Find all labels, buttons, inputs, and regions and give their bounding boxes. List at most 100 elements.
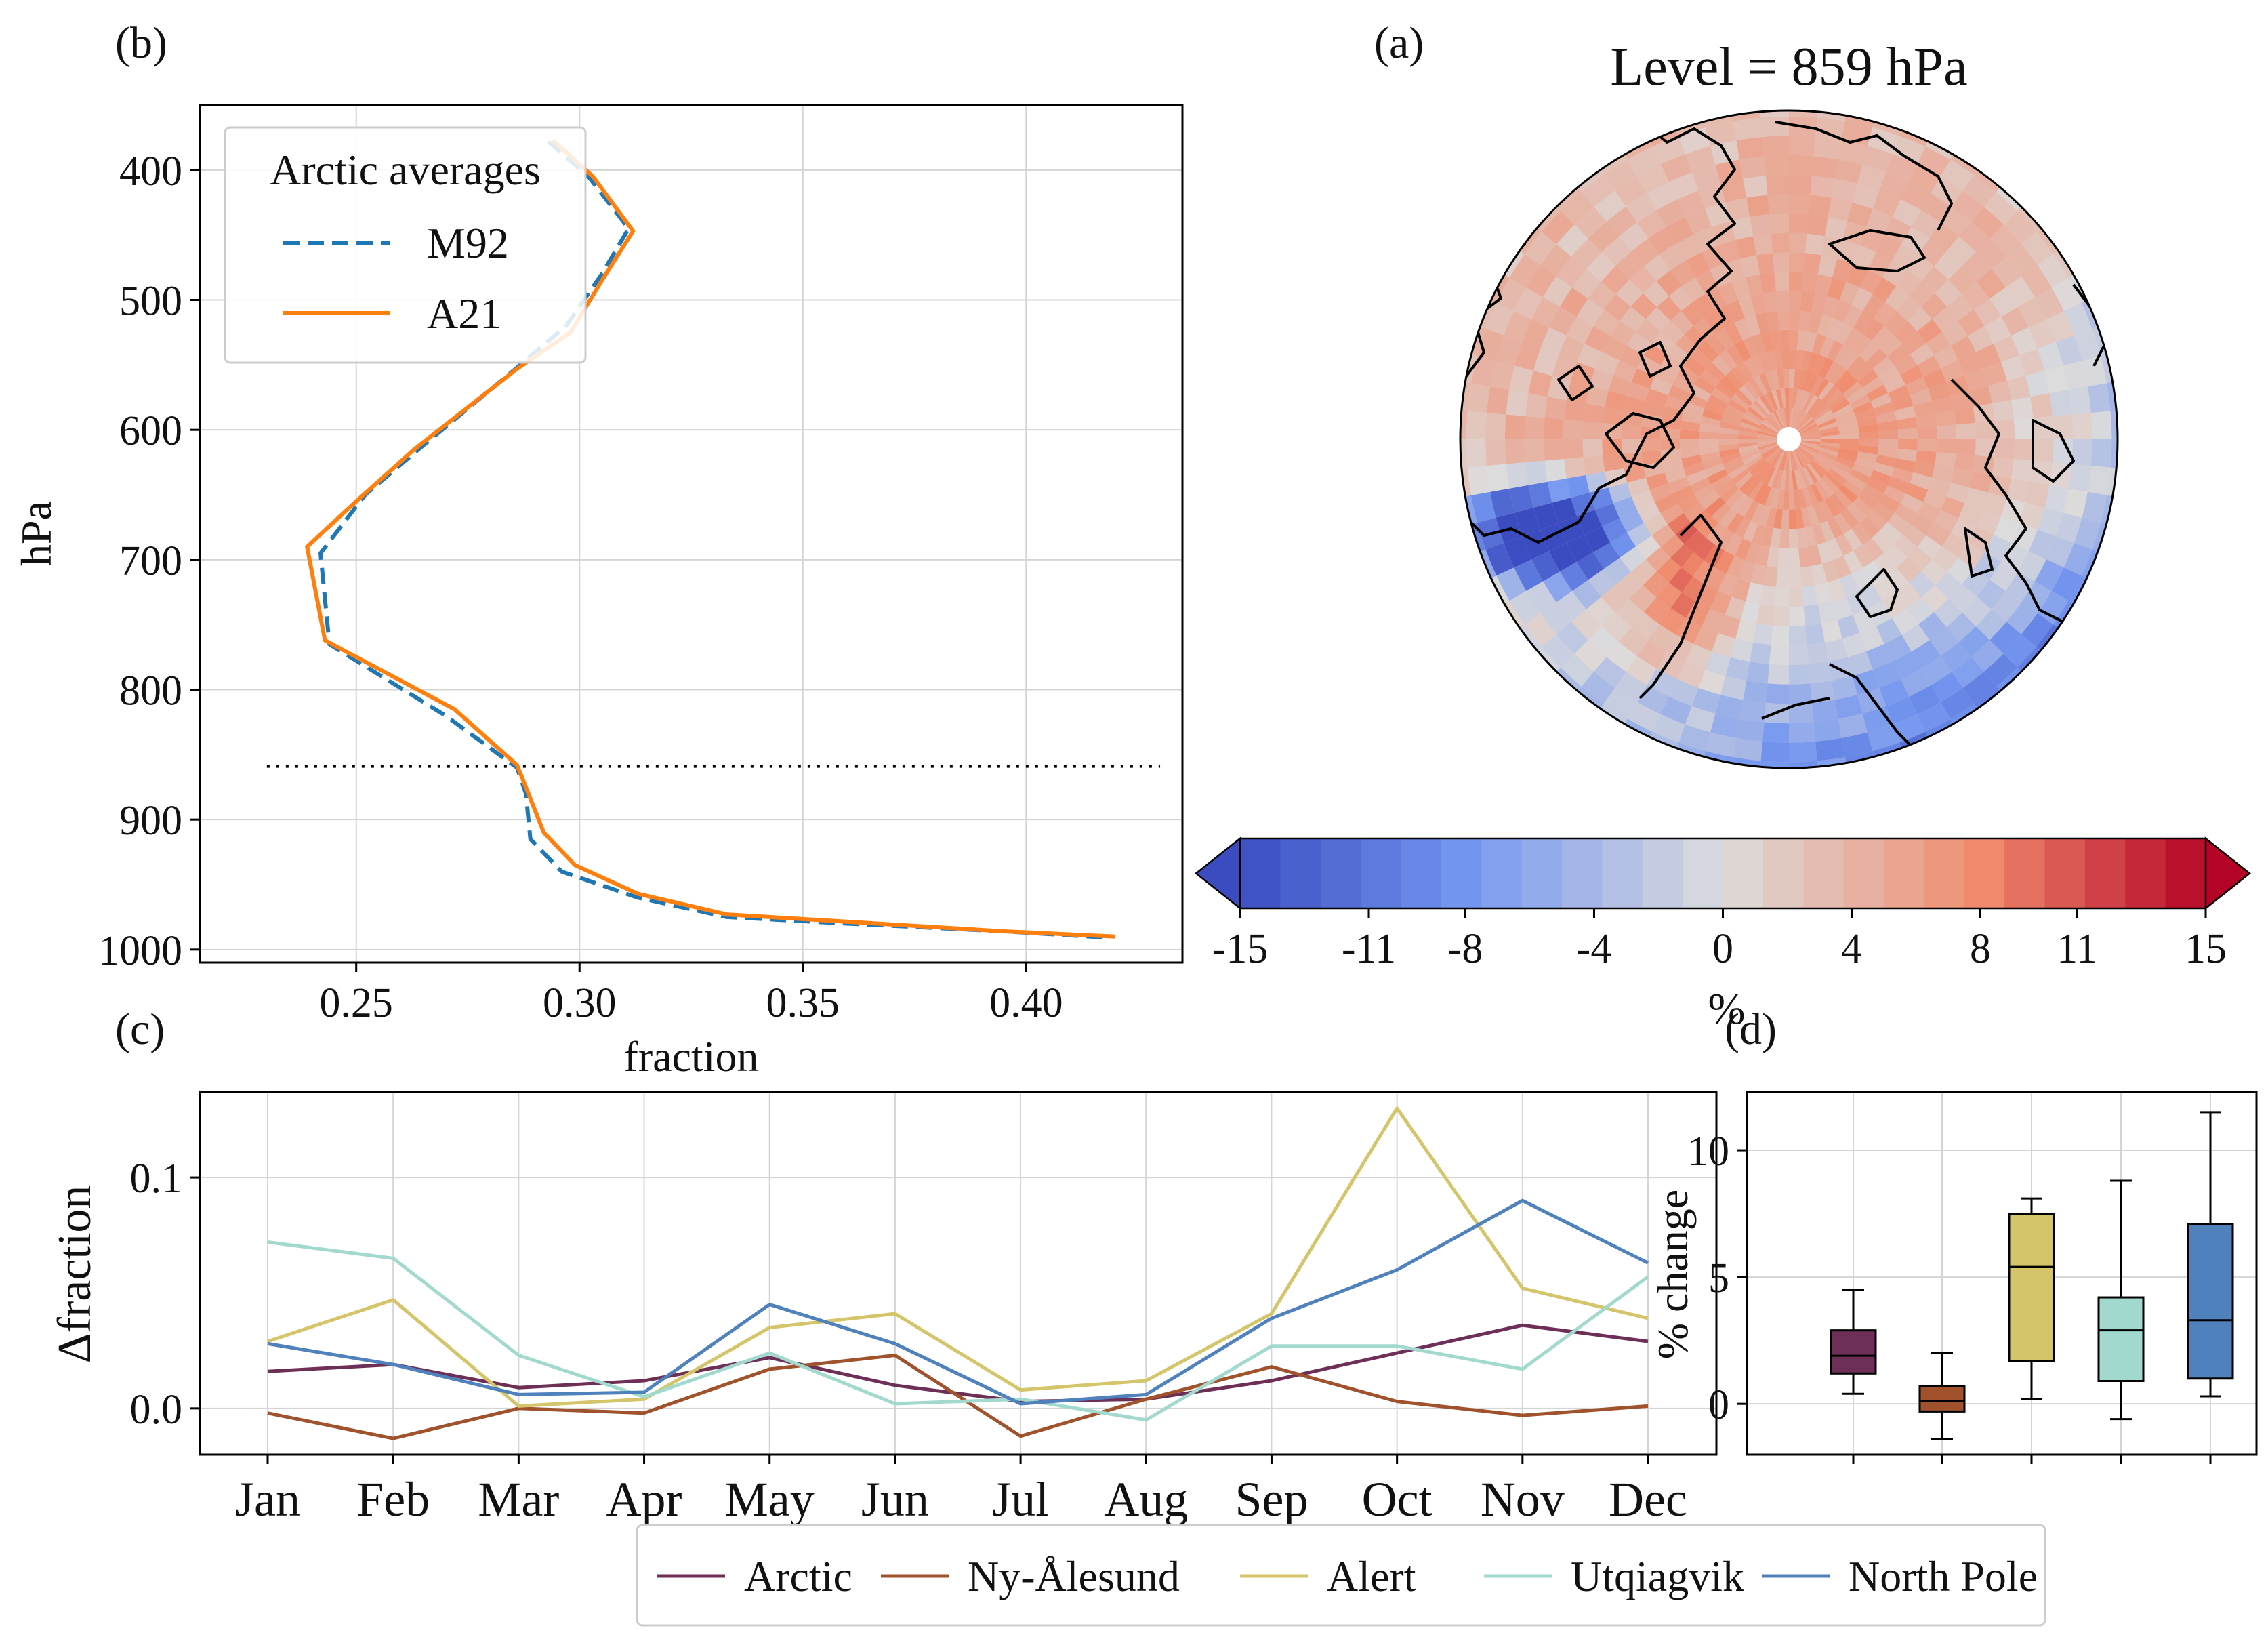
colorbar-segment <box>1361 838 1402 908</box>
heatmap-cell <box>1738 296 1756 319</box>
heatmap-cell <box>1645 388 1668 406</box>
heatmap-cell <box>1803 604 1821 626</box>
heatmap-cell <box>1690 509 1712 531</box>
heatmap-cell <box>1705 732 1737 758</box>
heatmap-cell <box>1627 523 1652 547</box>
chart-d-ytick-label: 0 <box>1708 1382 1729 1428</box>
heatmap-cell <box>1893 534 1918 558</box>
heatmap-cell <box>1652 136 1685 165</box>
heatmap-cell <box>1681 277 1706 302</box>
heatmap-cell <box>2011 327 2038 356</box>
heatmap-cell <box>1835 533 1853 556</box>
heatmap-cell <box>1911 640 1941 669</box>
heatmap-cell <box>1563 439 1584 459</box>
colorbar-segment <box>2125 838 2166 908</box>
heatmap-cell <box>1770 527 1781 548</box>
heatmap-cell <box>1962 251 1992 282</box>
heatmap-cell <box>1878 365 1901 385</box>
heatmap-cell <box>1853 544 1874 568</box>
heatmap-cell <box>1857 451 1878 463</box>
heatmap-cell <box>1842 221 1866 245</box>
heatmap-cell <box>1731 277 1751 300</box>
heatmap-cell <box>1543 276 1573 307</box>
heatmap-cell <box>1620 346 1644 369</box>
heatmap-cell <box>1762 446 1780 460</box>
heatmap-cell <box>1753 233 1773 256</box>
heatmap-cell <box>1651 524 1676 547</box>
heatmap-cell <box>1800 443 1819 453</box>
heatmap-cell <box>1739 385 1756 403</box>
heatmap-cell <box>1857 491 1879 510</box>
heatmap-cell <box>1813 354 1827 376</box>
heatmap-cell <box>1549 542 1577 572</box>
heatmap-cell <box>1916 413 1937 428</box>
chart-c-xtick-label: Mar <box>478 1472 559 1526</box>
chart-c-xtick-label: Jan <box>235 1472 300 1526</box>
heatmap-cell <box>1739 447 1760 457</box>
heatmap-cell <box>1956 423 1976 439</box>
heatmap-cell <box>1789 548 1800 568</box>
heatmap-cell <box>1715 479 1735 498</box>
heatmap-cell <box>1973 298 2002 327</box>
heatmap-cell <box>1656 582 1682 609</box>
chart-c-ytick-label: 0.1 <box>130 1156 183 1202</box>
heatmap-cell <box>2030 393 2053 418</box>
heatmap-cell <box>1763 466 1776 486</box>
heatmap-cell <box>1789 252 1805 272</box>
heatmap-cell <box>1934 251 1962 280</box>
heatmap-cell <box>1531 551 1560 582</box>
chart-c-ticks: Jan Feb Mar Apr May Jun Jul Aug Sep Oct Nov Dec 0.0 0… <box>130 1156 1687 1526</box>
heatmap-cell <box>1894 503 1918 525</box>
heatmap-cell <box>1652 714 1685 743</box>
heatmap-cell <box>1509 590 1541 625</box>
heatmap-cell <box>1621 424 1642 439</box>
chart-d-box-body <box>1918 1385 1966 1413</box>
heatmap-cell <box>1859 516 1880 538</box>
heatmap-cell <box>1819 426 1840 434</box>
heatmap-cell <box>1907 307 1933 332</box>
heatmap-cell <box>1509 254 1541 288</box>
heatmap-cell <box>1584 326 1611 352</box>
heatmap-cell <box>1771 468 1781 489</box>
chart-d-box <box>1830 1289 1877 1395</box>
heatmap-cell <box>1798 421 1817 433</box>
heatmap-cell <box>1876 617 1902 644</box>
heatmap-cell <box>1799 423 1818 434</box>
heatmap-cell <box>1563 420 1584 439</box>
heatmap-cell <box>1894 405 1916 420</box>
colorbar-segment <box>1642 838 1683 908</box>
heatmap-cell <box>1723 409 1743 422</box>
heatmap-cell <box>1879 172 1910 200</box>
heatmap-cell <box>1911 209 1941 239</box>
heatmap-cell <box>1935 452 1956 468</box>
heatmap-cell <box>1683 502 1706 523</box>
colorbar-tick-label: -15 <box>1212 926 1269 972</box>
heatmap-cell <box>1668 567 1693 592</box>
heatmap-cell <box>1798 310 1811 332</box>
heatmap-cell <box>1566 474 1590 498</box>
heatmap-cell <box>1702 408 1723 422</box>
heatmap-cell <box>1773 410 1784 429</box>
chart-d-box <box>1918 1352 1966 1441</box>
chart-a: Level = 859 hPa -15 -11 -8 -4 0 4 8 11 15 % <box>1194 37 2252 1034</box>
coastline <box>1638 514 1723 700</box>
heatmap-cell <box>1796 330 1808 351</box>
colorbar-segment <box>2044 838 2086 908</box>
heatmap-cell <box>1789 761 1819 768</box>
heatmap-cell <box>1746 662 1769 684</box>
heatmap-cell <box>1818 357 1834 378</box>
heatmap-cell <box>1791 408 1798 428</box>
heatmap-cell <box>1677 493 1699 513</box>
heatmap-cell <box>1843 529 1863 551</box>
heatmap-cell <box>1797 468 1807 489</box>
heatmap-cell <box>1862 484 1884 502</box>
heatmap-cell <box>1799 444 1818 455</box>
chart-b-xtick-label: 0.25 <box>319 980 393 1026</box>
heatmap-cell <box>1993 336 2019 363</box>
heatmap-cell <box>1781 509 1789 529</box>
heatmap-cell <box>1647 182 1677 210</box>
heatmap-cell <box>1720 376 1739 394</box>
chart-c-xtick-label: Dec <box>1609 1472 1687 1526</box>
heatmap-cell <box>1878 439 1899 449</box>
heatmap-cell <box>1636 319 1661 344</box>
